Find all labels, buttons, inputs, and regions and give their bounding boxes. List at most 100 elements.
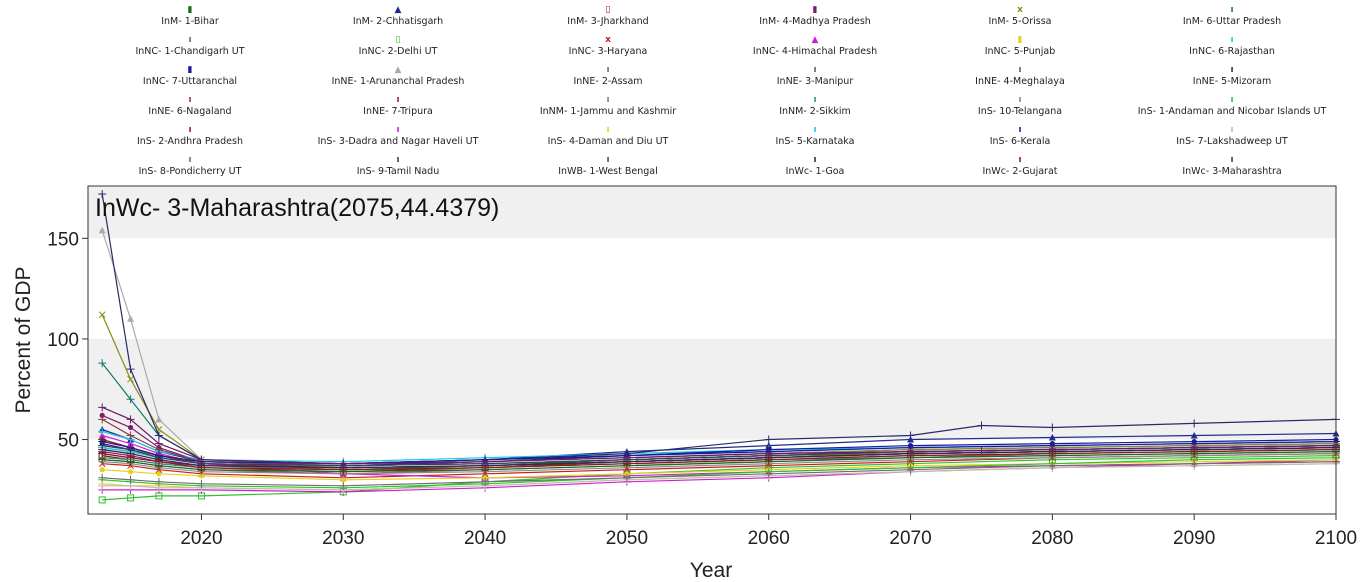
point-17-0 <box>98 190 107 199</box>
legend-label: InM- 6-Uttar Pradesh <box>1182 16 1282 27</box>
point-10-1 <box>127 469 134 475</box>
point-1-7 <box>765 442 773 449</box>
point-11-0 <box>98 427 107 436</box>
legend-item: ı InWc- 2-Gujarat <box>906 155 1134 178</box>
plot-frame <box>87 185 1337 515</box>
series-34 <box>98 445 1340 474</box>
point-30-5 <box>481 477 490 486</box>
legend-marker-icon: ı <box>1018 155 1022 165</box>
point-35-11 <box>1190 443 1199 452</box>
legend-marker-icon: x <box>605 35 611 45</box>
point-17-7 <box>764 435 773 444</box>
legend-label: InS- 2-Andhra Pradesh <box>136 136 244 147</box>
x-tick-label-7: 2090 <box>1173 528 1215 549</box>
legend: ▮ InM- 1-Bihar ▲ InM- 2-Chhatisgarh ▯ InM- 3-… <box>0 0 1372 186</box>
x-tick-label-0: 2020 <box>180 528 222 549</box>
point-30-10 <box>1190 459 1199 468</box>
point-4-1 <box>127 375 134 383</box>
legend-label: InNE- 5-Mizoram <box>1192 76 1272 87</box>
legend-label: InNE- 4-Meghalaya <box>975 76 1065 87</box>
point-3-1 <box>127 424 134 431</box>
legend-item: ▮ InNC- 5-Punjab <box>906 36 1134 58</box>
legend-marker-icon: ı <box>188 125 192 135</box>
legend-item: ı InS- 4-Daman and Diu UT <box>494 125 722 148</box>
legend-label: InM- 1-Bihar <box>161 16 219 27</box>
series-line-30 <box>102 461 1337 487</box>
point-3-0 <box>99 412 105 418</box>
legend-label: InNC- 2-Delhi UT <box>358 46 438 57</box>
legend-label: InNC- 3-Haryana <box>568 46 648 57</box>
y-axis-title: Percent of GDP <box>12 266 35 413</box>
series-layer <box>98 190 1340 504</box>
legend-label: InS- 10-Telangana <box>977 106 1063 117</box>
x-tick-label-2: 2040 <box>464 528 506 549</box>
legend-item: ▲ InNC- 4-Himachal Pradesh <box>701 36 929 58</box>
series-line-22 <box>102 453 1337 475</box>
point-30-3 <box>197 479 206 488</box>
legend-item: ı InS- 8-Pondicherry UT <box>76 156 304 178</box>
x-tick-label-1: 2030 <box>322 528 364 549</box>
point-35-6 <box>622 453 631 462</box>
legend-item: ı InNM- 2-Sikkim <box>701 95 929 118</box>
point-13-2 <box>155 415 163 423</box>
legend-item: ▮ InM- 4-Madhya Pradesh <box>701 6 929 28</box>
legend-marker-icon: x <box>1017 5 1023 15</box>
y-tick-label-0: 50 <box>58 431 79 452</box>
legend-label: InNE- 1-Arunanchal Pradesh <box>331 76 465 87</box>
legend-item: ı InS- 5-Karnataka <box>701 125 929 148</box>
legend-marker-icon: ı <box>813 125 817 135</box>
legend-marker-icon: ı <box>606 95 610 105</box>
legend-label: InM- 3-Jharkhand <box>567 16 649 27</box>
legend-item: ı InS- 3-Dadra and Nagar Haveli UT <box>284 126 512 148</box>
y-tick-label-2: 150 <box>47 229 79 250</box>
legend-item: ▲ InM- 2-Chhatisgarh <box>284 5 512 28</box>
legend-item: ı InWc- 1-Goa <box>701 156 929 178</box>
point-35-10 <box>1048 445 1057 454</box>
series-29 <box>98 459 1340 494</box>
axes: 2020 2030 2040 2050 2060 2070 2080 2090 2100 50 10… <box>47 185 1357 549</box>
legend-label: InS- 7-Lakshadweep UT <box>1176 136 1288 147</box>
point-30-7 <box>764 469 773 478</box>
legend-marker-icon: ı <box>1018 95 1022 105</box>
legend-label: InM- 4-Madhya Pradesh <box>759 16 871 27</box>
legend-marker-icon: ▲ <box>394 65 402 75</box>
band-0 <box>88 338 1336 440</box>
x-tick-label-3: 2050 <box>606 528 648 549</box>
point-17-10 <box>1048 423 1057 432</box>
point-17-9 <box>977 421 986 430</box>
legend-item: ı InNE- 5-Mizoram <box>1118 66 1346 88</box>
series-line-29 <box>102 463 1337 491</box>
point-34-2 <box>154 457 163 466</box>
point-17-8 <box>906 431 915 440</box>
legend-item: ı InS- 9-Tamil Nadu <box>284 155 512 178</box>
legend-marker-icon: ▮ <box>187 5 193 15</box>
point-35-1 <box>126 415 135 424</box>
band-1 <box>88 186 1336 239</box>
point-13-1 <box>127 315 135 322</box>
point-35-8 <box>906 447 915 456</box>
point-17-2 <box>154 431 163 440</box>
legend-marker-icon: ı <box>396 155 400 165</box>
x-tick-label-4: 2060 <box>748 528 790 549</box>
legend-item: ı InS- 2-Andhra Pradesh <box>76 125 304 148</box>
legend-label: InNC- 5-Punjab <box>984 46 1056 57</box>
series-35 <box>98 403 1340 468</box>
point-1-9 <box>1048 434 1056 441</box>
x-axis-title: Year <box>690 559 732 582</box>
legend-marker-icon: ı <box>606 125 610 135</box>
point-30-0 <box>98 473 107 482</box>
point-29-0 <box>98 481 107 490</box>
point-30-8 <box>906 465 915 474</box>
legend-label: InWB- 1-West Bengal <box>558 166 658 177</box>
legend-marker-icon: ı <box>813 95 817 105</box>
series-line-34 <box>102 449 1337 471</box>
legend-label: InM- 2-Chhatisgarh <box>352 16 444 27</box>
legend-label: InS- 8-Pondicherry UT <box>138 166 242 177</box>
legend-item: ı InS- 10-Telangana <box>906 95 1134 118</box>
point-18-0 <box>98 415 107 424</box>
legend-item: ı InNE- 4-Meghalaya <box>906 66 1134 88</box>
legend-marker-icon: ı <box>1018 125 1022 135</box>
legend-marker-icon: ▲ <box>394 5 402 15</box>
legend-label: InWc- 2-Gujarat <box>982 166 1058 177</box>
point-35-0 <box>98 403 107 412</box>
